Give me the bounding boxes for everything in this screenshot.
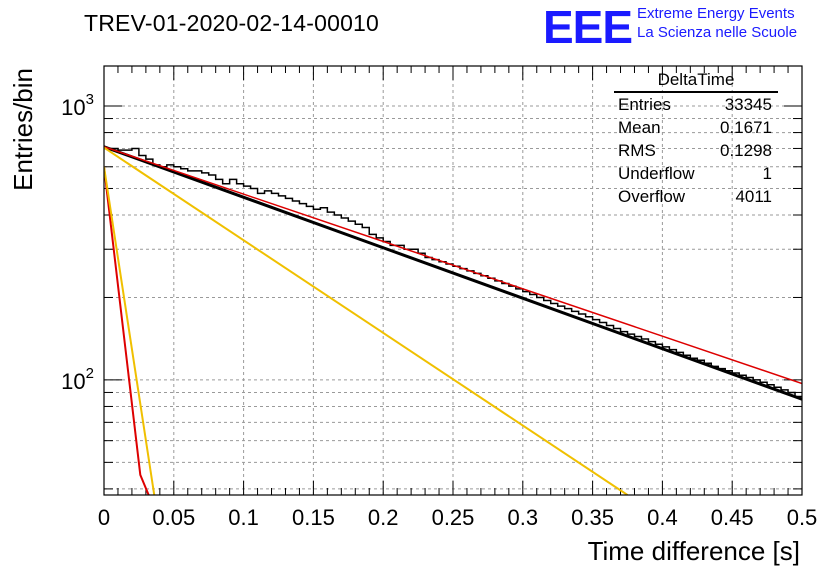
x-axis-label: Time difference [s] (588, 536, 800, 566)
x-tick-label: 0.5 (787, 505, 818, 530)
curve-fit_slow_alt (104, 146, 629, 495)
y-tick-label: 103 (61, 91, 94, 120)
stats-label: Entries (618, 95, 671, 114)
chart-title: TREV-01-2020-02-14-00010 (84, 10, 380, 36)
curve-fit_fast_alt (104, 166, 156, 495)
x-tick-label: 0.35 (571, 505, 614, 530)
x-tick-label: 0.25 (432, 505, 475, 530)
histogram-DeltaTime (104, 147, 802, 398)
stats-label: Underflow (618, 164, 695, 183)
stats-row-rms: RMS 0.1298 (606, 139, 778, 162)
stats-row-entries: Entries 33345 (606, 93, 778, 116)
x-tick-label: 0.3 (508, 505, 539, 530)
y-tick-label: 102 (61, 365, 94, 394)
x-tick-label: 0.2 (368, 505, 399, 530)
logo-tagline-1: Extreme Energy Events (637, 5, 795, 22)
stats-value: 4011 (735, 187, 772, 206)
stats-box-title: DeltaTime (614, 70, 778, 93)
stats-value: 1 (762, 164, 772, 183)
stats-label: Mean (618, 118, 661, 137)
curve-fit_fast (104, 166, 150, 495)
stats-label: Overflow (618, 187, 686, 206)
stats-row-overflow: Overflow 4011 (606, 185, 778, 208)
x-tick-label: 0.05 (152, 505, 195, 530)
curve-fit_slow (104, 146, 802, 385)
x-tick-label: 0 (98, 505, 110, 530)
x-tick-label: 0.15 (292, 505, 335, 530)
stats-value: 0.1671 (720, 118, 772, 137)
x-tick-label: 0.4 (647, 505, 678, 530)
curve-fit_total (104, 145, 802, 401)
stats-box: DeltaTime Entries 33345 Mean 0.1671 RMS … (606, 70, 778, 208)
stats-label: RMS (618, 141, 656, 160)
stats-row-mean: Mean 0.1671 (606, 116, 778, 139)
stats-row-underflow: Underflow 1 (606, 162, 778, 185)
x-tick-label: 0.45 (711, 505, 754, 530)
x-tick-label: 0.1 (228, 505, 259, 530)
stats-value: 33345 (724, 95, 772, 114)
eee-logo-mark: EEE (543, 1, 633, 53)
plot-frame (103, 65, 803, 496)
stats-value: 0.1298 (720, 141, 772, 160)
logo-tagline-2: La Scienza nelle Scuole (637, 24, 798, 41)
y-axis-label: Entries/bin (8, 68, 38, 191)
